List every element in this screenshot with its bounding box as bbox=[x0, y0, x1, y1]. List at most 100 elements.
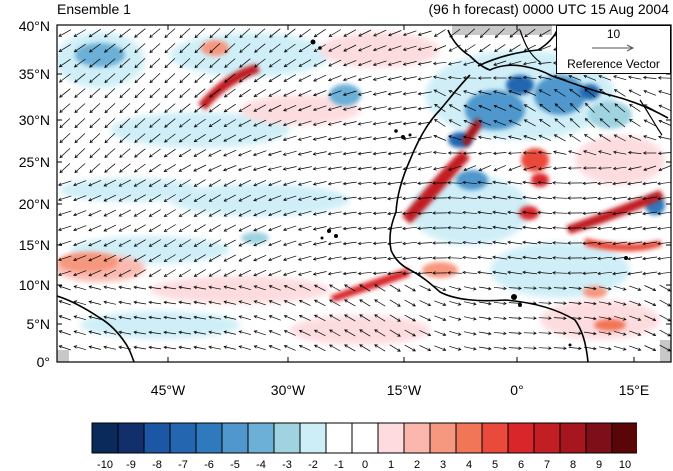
wind-vector bbox=[477, 271, 493, 275]
field-patch bbox=[575, 135, 665, 185]
wind-vector bbox=[178, 346, 192, 350]
wind-vector bbox=[628, 152, 642, 154]
wind-vector bbox=[238, 269, 252, 277]
wind-vector-head bbox=[118, 285, 123, 290]
wind-vector bbox=[582, 197, 598, 199]
wind-vector bbox=[149, 194, 161, 202]
wind-vector-head bbox=[238, 138, 242, 142]
wind-vector-head bbox=[637, 347, 642, 351]
wind-vector bbox=[643, 77, 657, 79]
wind-vector bbox=[224, 286, 236, 290]
wind-vector-head bbox=[178, 213, 183, 217]
wind-vector-head bbox=[507, 240, 511, 245]
wind-vector-head bbox=[612, 226, 616, 231]
wind-vector-head bbox=[642, 75, 647, 80]
wind-vector-head bbox=[298, 107, 302, 112]
lat-label: 20°N bbox=[18, 196, 50, 212]
wind-vector bbox=[539, 103, 551, 113]
wind-vector bbox=[417, 212, 433, 214]
wind-vector bbox=[239, 43, 251, 53]
wind-vector bbox=[358, 196, 372, 200]
wind-vector bbox=[103, 239, 117, 247]
wind-vector bbox=[597, 196, 613, 200]
wind-vector-head bbox=[357, 151, 362, 156]
wind-vector-head bbox=[432, 226, 436, 230]
wind-vector-head bbox=[447, 75, 452, 80]
wind-vector-head bbox=[584, 88, 588, 92]
wind-vector-head bbox=[73, 212, 77, 217]
wind-vector-head bbox=[298, 329, 303, 334]
wind-vector-head bbox=[568, 74, 573, 79]
wind-vector bbox=[253, 150, 267, 156]
wind-vector-head bbox=[148, 258, 153, 262]
wind-vector bbox=[164, 118, 176, 128]
wind-vector bbox=[658, 90, 671, 96]
wind-vector bbox=[254, 300, 266, 306]
wind-vector-head bbox=[282, 137, 287, 141]
wind-vector-head bbox=[297, 212, 302, 216]
wind-vector bbox=[657, 241, 671, 245]
wind-vector bbox=[537, 197, 553, 199]
wind-vector bbox=[598, 286, 612, 290]
wind-vector bbox=[417, 242, 433, 244]
wind-vector bbox=[224, 58, 236, 68]
wind-vector bbox=[493, 105, 507, 111]
wind-vector-head bbox=[627, 257, 631, 261]
wind-vector bbox=[253, 165, 267, 171]
wind-vector bbox=[164, 73, 176, 83]
wind-vector-head bbox=[253, 228, 257, 232]
wind-vector-head bbox=[193, 285, 197, 290]
wind-vector-head bbox=[374, 284, 378, 288]
wind-vector-head bbox=[254, 64, 258, 68]
wind-vector-head bbox=[148, 183, 153, 187]
wind-vector bbox=[149, 58, 161, 68]
wind-vector bbox=[59, 58, 71, 68]
wind-vector-head bbox=[148, 315, 152, 320]
wind-vector bbox=[224, 269, 236, 277]
wind-vector bbox=[178, 331, 192, 335]
wind-vector bbox=[269, 74, 281, 82]
colorbar-tick-label: 4 bbox=[465, 459, 473, 471]
wind-vector-head bbox=[283, 63, 288, 68]
wind-vector bbox=[642, 271, 658, 275]
wind-vector bbox=[89, 316, 101, 320]
wind-vector-head bbox=[133, 258, 138, 262]
wind-vector bbox=[149, 209, 161, 217]
wind-vector bbox=[644, 285, 656, 291]
wind-vector-head bbox=[357, 107, 362, 111]
wind-vector bbox=[373, 60, 387, 66]
wind-vector-head bbox=[472, 317, 477, 321]
wind-vector-head bbox=[637, 302, 642, 306]
wind-vector bbox=[614, 345, 626, 351]
wind-vector bbox=[119, 194, 131, 202]
wind-vector-head bbox=[494, 48, 498, 53]
wind-vector bbox=[629, 119, 641, 127]
wind-vector-head bbox=[148, 198, 153, 202]
wind-vector bbox=[464, 28, 476, 38]
plot-title-left: Ensemble 1 bbox=[57, 1, 131, 17]
wind-vector-head bbox=[208, 315, 213, 319]
wind-vector-head bbox=[253, 300, 258, 304]
wind-vector bbox=[59, 88, 71, 98]
wind-vector-head bbox=[537, 225, 541, 230]
wind-vector-head bbox=[329, 344, 333, 348]
wind-vector bbox=[149, 163, 161, 173]
wind-vector bbox=[568, 332, 582, 334]
colorbar-swatch bbox=[533, 422, 561, 454]
wind-vector bbox=[74, 163, 86, 173]
wind-vector bbox=[134, 28, 146, 38]
wind-vector-head bbox=[253, 198, 257, 202]
wind-vector-head bbox=[563, 286, 567, 291]
wind-vector bbox=[492, 196, 508, 200]
wind-vector-head bbox=[372, 196, 377, 201]
wind-vector-head bbox=[238, 330, 243, 334]
wind-vector-head bbox=[508, 104, 513, 108]
wind-vector-head bbox=[359, 284, 363, 288]
wind-vector-head bbox=[533, 316, 537, 320]
wind-vector bbox=[492, 181, 508, 185]
wind-vector bbox=[298, 225, 312, 231]
wind-vector-head bbox=[479, 34, 484, 39]
wind-vector bbox=[194, 254, 206, 262]
wind-vector-head bbox=[208, 285, 213, 289]
wind-vector bbox=[133, 301, 147, 305]
